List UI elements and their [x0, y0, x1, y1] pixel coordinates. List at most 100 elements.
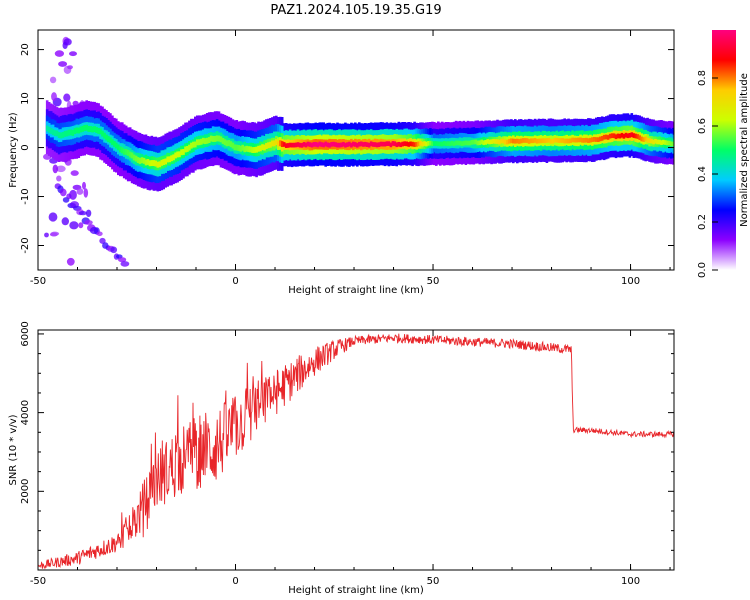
- ridge-cell: [433, 141, 436, 146]
- ridge-cell: [223, 139, 227, 146]
- ridge-cell: [253, 147, 256, 153]
- ridge-cell: [275, 139, 278, 145]
- ridge-cell: [448, 141, 452, 147]
- ridge-cell: [644, 136, 647, 142]
- ridge-cell: [591, 137, 594, 142]
- ridge-cell: [138, 158, 142, 164]
- colorbar: 0.0 0.2 0.4 0.6 0.8 Normalized spectral ampl…: [697, 30, 750, 278]
- ridge-cell: [500, 138, 503, 144]
- ridge-cell: [308, 142, 312, 147]
- ridge-cell: [215, 135, 219, 142]
- ridge-cell: [498, 139, 501, 145]
- ridge-cell: [642, 137, 645, 142]
- ridge-cell: [124, 149, 128, 155]
- ridge-cell: [365, 142, 369, 147]
- ridge-cell: [610, 133, 614, 138]
- ridge-cell: [196, 139, 199, 146]
- ridge-cell: [213, 136, 217, 142]
- ridge-cell: [79, 126, 83, 133]
- y-tick-label: 10: [20, 92, 31, 105]
- ridge-cell: [634, 133, 638, 139]
- ridge-cell: [565, 138, 568, 144]
- ridge-cell: [361, 142, 365, 147]
- ridge-cell: [310, 142, 314, 148]
- ridge-cell: [387, 141, 391, 146]
- ridge-cell: [664, 140, 667, 145]
- ridge-cell: [486, 139, 489, 144]
- ridge-cell: [221, 138, 225, 144]
- ridge-cell: [626, 133, 630, 139]
- ridge-cell: [363, 141, 367, 147]
- ridge-cell: [460, 141, 464, 146]
- colorbar-tick-label: 0.4: [697, 166, 708, 182]
- noise-blob: [82, 181, 86, 190]
- ridge-cell: [190, 142, 193, 149]
- ridge-cell: [340, 142, 343, 148]
- ridge-cell: [71, 130, 75, 136]
- ridge-cell: [105, 134, 108, 141]
- noise-blob: [63, 38, 72, 46]
- ridge-cell: [332, 141, 335, 147]
- ridge-cell: [521, 138, 525, 143]
- colorbar-tick-label: 0.0: [697, 262, 708, 278]
- x-tick-label: -50: [30, 276, 46, 287]
- noise-blob: [72, 100, 79, 107]
- ridge-cell: [358, 141, 361, 147]
- ridge-cell: [45, 125, 49, 132]
- snr-x-label: Height of straight line (km): [288, 585, 424, 596]
- snr-panel: -50 0 50 100 2000 4000 6000 Height of straight…: [8, 321, 675, 596]
- ridge-cell: [255, 146, 258, 153]
- ridge-cell: [126, 150, 130, 156]
- ridge-cell: [257, 145, 260, 152]
- ridge-cell: [411, 141, 414, 147]
- ridge-cell: [235, 144, 239, 151]
- noise-blob: [70, 170, 79, 176]
- ridge-cell: [452, 141, 456, 147]
- ridge-cell: [555, 137, 559, 143]
- snr-line: [38, 333, 674, 570]
- heatmap-frame: [37, 29, 675, 271]
- ridge-cell: [468, 140, 472, 146]
- ridge-cell: [660, 140, 663, 145]
- ridge-cell: [537, 138, 541, 144]
- ridge-cell: [563, 138, 566, 144]
- ridge-cell: [474, 139, 478, 145]
- ridge-cell: [91, 126, 94, 133]
- ridge-cell: [178, 151, 181, 158]
- ridge-cell: [539, 138, 543, 144]
- ridge-cell: [117, 144, 120, 151]
- ridge-cell: [442, 141, 446, 146]
- ridge-cell: [271, 140, 274, 147]
- ridge-cell: [598, 136, 602, 142]
- noise-blob: [44, 232, 49, 238]
- ridge-cell: [472, 139, 476, 145]
- ridge-cell: [122, 148, 126, 155]
- ridge-cell: [646, 137, 649, 143]
- snr-marks: [38, 333, 674, 570]
- ridge-cell: [130, 152, 134, 159]
- ridge-cell: [628, 133, 632, 138]
- ridge-cell: [569, 138, 572, 144]
- ridge-cell: [229, 141, 233, 148]
- ridge-cell: [492, 138, 495, 144]
- diagonal-blob: [110, 246, 118, 254]
- ridge-cell: [245, 145, 248, 152]
- ridge-cell: [602, 134, 606, 140]
- ridge-cell: [670, 141, 673, 147]
- ridge-cell: [186, 146, 189, 152]
- ridge-cell: [330, 142, 333, 147]
- colorbar-label: Normalized spectral amplitude: [739, 73, 750, 227]
- ridge-cell: [480, 139, 483, 145]
- x-tick-label: 50: [427, 576, 440, 587]
- ridge-cell: [53, 130, 57, 137]
- ridge-cell: [170, 155, 173, 162]
- ridge-cell: [182, 149, 185, 155]
- ridge-cell: [101, 130, 104, 137]
- noise-blob: [85, 209, 92, 217]
- ridge-cell: [164, 158, 167, 165]
- ridge-cell: [263, 144, 266, 151]
- ridge-cell: [464, 140, 468, 146]
- ridge-cell: [49, 128, 53, 134]
- ridge-cell: [648, 138, 651, 143]
- y-tick-label: 2000: [20, 479, 31, 504]
